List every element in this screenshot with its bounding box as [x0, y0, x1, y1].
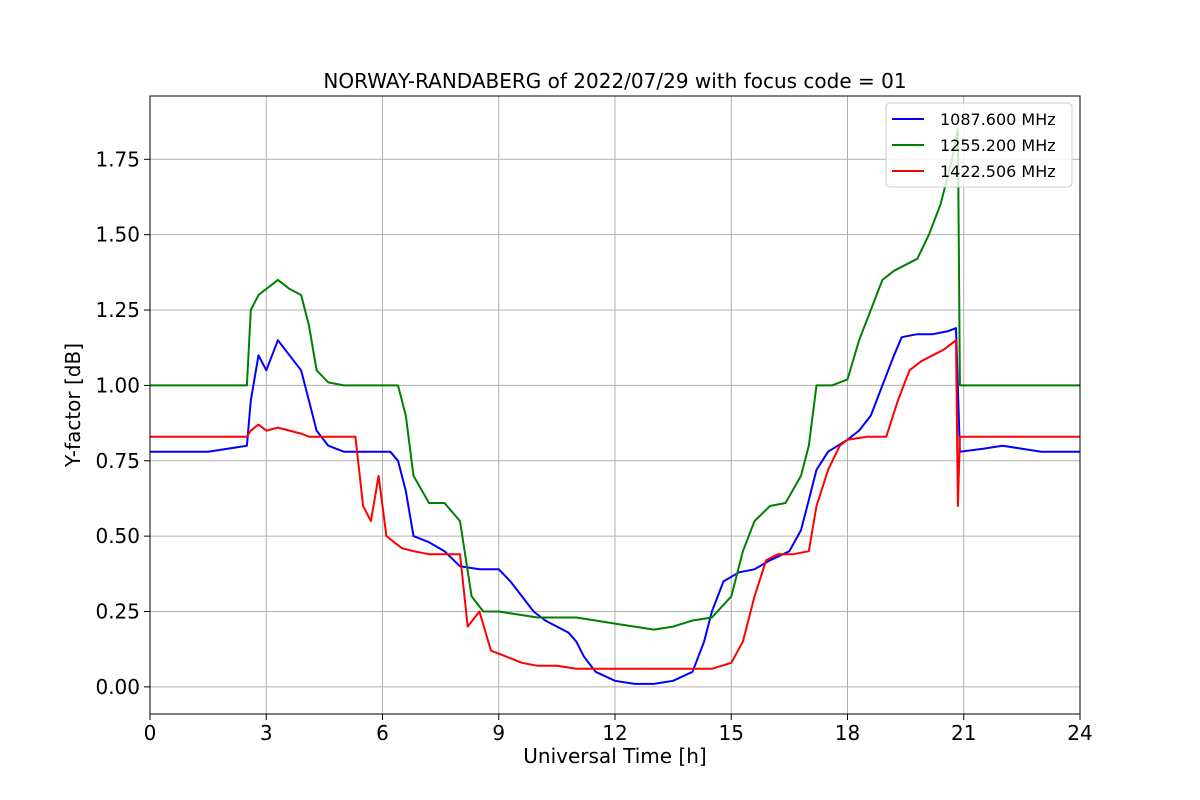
legend: 1087.600 MHz 1255.200 MHz 1422.506 MHz: [885, 102, 1073, 188]
x-tick-label: 24: [1067, 721, 1092, 745]
x-axis: 0 3 6 9 12 15 18 21 24: [144, 714, 1093, 745]
legend-label: 1255.200 MHz: [940, 136, 1056, 155]
y-tick-label: 1.00: [95, 373, 140, 397]
x-tick-label: 6: [376, 721, 389, 745]
x-axis-label: Universal Time [h]: [523, 744, 706, 768]
series-line-1: [150, 327, 1080, 685]
y-tick-label: 0.25: [95, 600, 140, 624]
y-tick-label: 0.00: [95, 675, 140, 699]
y-tick-label: 1.50: [95, 223, 140, 247]
x-tick-label: 0: [144, 721, 157, 745]
y-tick-label: 0.50: [95, 524, 140, 548]
y-tick-label: 1.75: [95, 147, 140, 171]
x-tick-label: 9: [492, 721, 505, 745]
legend-label: 1422.506 MHz: [940, 162, 1056, 181]
legend-box: [885, 102, 1073, 188]
y-axis: 0.00 0.25 0.50 0.75 1.00 1.25 1.50 1.75: [95, 147, 150, 699]
y-tick-label: 0.75: [95, 449, 140, 473]
x-tick-label: 18: [835, 721, 860, 745]
x-tick-label: 12: [602, 721, 627, 745]
series-line-2: [150, 128, 1080, 631]
series-layer: [150, 128, 1080, 685]
x-tick-label: 3: [260, 721, 273, 745]
x-tick-label: 15: [719, 721, 744, 745]
y-axis-label: Y-factor [dB]: [61, 343, 85, 468]
series-line-3: [150, 339, 1080, 670]
legend-label: 1087.600 MHz: [940, 110, 1056, 129]
x-tick-label: 21: [951, 721, 976, 745]
chart-title: NORWAY-RANDABERG of 2022/07/29 with focu…: [323, 69, 906, 93]
y-tick-label: 1.25: [95, 298, 140, 322]
grid: [150, 96, 1080, 714]
